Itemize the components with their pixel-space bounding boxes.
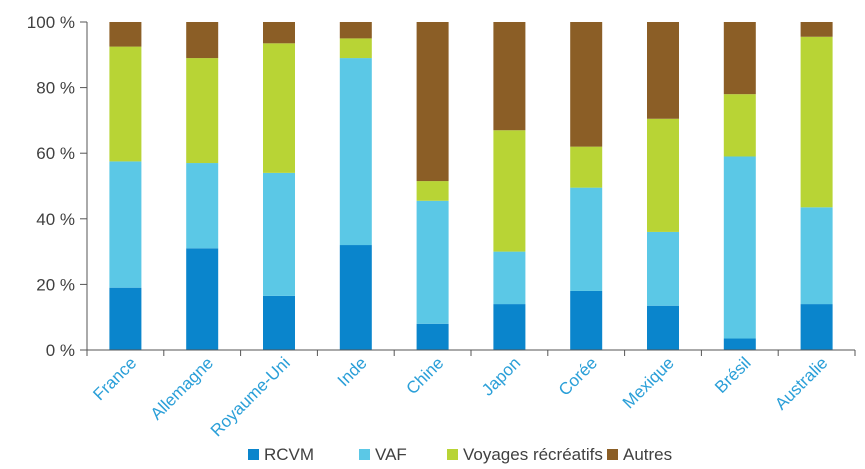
y-tick-label: 20 % xyxy=(36,275,75,294)
y-tick-label: 40 % xyxy=(36,210,75,229)
y-tick-label: 60 % xyxy=(36,144,75,163)
bar-segment-rcvm-0 xyxy=(109,287,142,350)
bar-segment-rcvm-7 xyxy=(647,305,679,350)
y-tick-label: 80 % xyxy=(36,79,75,98)
bar-segment-autres-0 xyxy=(109,22,142,47)
bar-segment-autres-1 xyxy=(186,22,219,59)
bar-segment-vaf-7 xyxy=(647,231,679,306)
bar-segment-vaf-8 xyxy=(723,156,756,339)
x-tick-label: Inde xyxy=(334,353,371,390)
bar-segment-voyages-r-cr-atifs-7 xyxy=(647,118,679,232)
x-tick-label: Japon xyxy=(478,353,524,399)
x-tick-label: France xyxy=(89,353,140,404)
bar-segment-rcvm-9 xyxy=(800,304,833,350)
x-tick-label: Mexique xyxy=(619,353,678,412)
x-tick-label: Royaume-Uni xyxy=(207,353,294,440)
y-tick-label: 100 % xyxy=(27,13,75,32)
bar-segment-rcvm-2 xyxy=(263,295,295,350)
legend-swatch xyxy=(447,449,458,460)
x-tick-label: Chine xyxy=(403,353,448,398)
legend-label: Voyages récréatifs xyxy=(463,445,603,464)
bar-segment-vaf-0 xyxy=(109,161,142,288)
x-tick-label: Corée xyxy=(555,353,601,399)
bar-segment-vaf-5 xyxy=(493,251,526,305)
legend-label: Autres xyxy=(623,445,672,464)
bars xyxy=(109,22,833,350)
bar-segment-vaf-9 xyxy=(800,207,833,305)
bar-segment-voyages-r-cr-atifs-3 xyxy=(339,38,372,59)
bar-segment-rcvm-3 xyxy=(339,245,372,350)
legend-label: VAF xyxy=(375,445,407,464)
bar-segment-voyages-r-cr-atifs-0 xyxy=(109,46,142,162)
x-tick-label: Allemagne xyxy=(147,353,217,423)
legend-swatch xyxy=(248,449,259,460)
bar-segment-autres-2 xyxy=(263,22,295,44)
bar-segment-rcvm-4 xyxy=(416,323,449,350)
bar-segment-voyages-r-cr-atifs-8 xyxy=(723,94,756,157)
bar-segment-autres-4 xyxy=(416,22,449,182)
x-tick-label: Australie xyxy=(771,353,831,413)
bar-segment-voyages-r-cr-atifs-2 xyxy=(263,43,295,173)
bar-segment-autres-9 xyxy=(800,22,833,37)
legend-swatch xyxy=(359,449,370,460)
bar-segment-autres-3 xyxy=(339,22,372,39)
bar-segment-vaf-2 xyxy=(263,172,295,296)
bar-segment-rcvm-8 xyxy=(723,338,756,350)
bar-segment-autres-6 xyxy=(570,22,603,147)
bar-segment-autres-7 xyxy=(647,22,679,119)
bar-segment-rcvm-1 xyxy=(186,248,219,350)
x-tick-label: Brésil xyxy=(711,353,754,396)
bar-segment-autres-8 xyxy=(723,22,756,95)
bar-segment-vaf-4 xyxy=(416,200,449,324)
legend-label: RCVM xyxy=(264,445,314,464)
bar-segment-vaf-3 xyxy=(339,58,372,246)
y-axis: 0 % 20 % 40 % 60 % 80 % 100 % xyxy=(27,13,88,360)
bar-segment-voyages-r-cr-atifs-5 xyxy=(493,130,526,252)
bar-segment-voyages-r-cr-atifs-6 xyxy=(570,146,603,188)
bar-segment-rcvm-5 xyxy=(493,304,526,350)
bar-segment-autres-5 xyxy=(493,22,526,131)
bar-segment-rcvm-6 xyxy=(570,290,603,350)
bar-segment-vaf-6 xyxy=(570,187,603,291)
legend: RCVM VAF Voyages récréatifs Autres xyxy=(248,445,672,464)
y-tick-label: 0 % xyxy=(46,341,75,360)
legend-swatch xyxy=(607,449,618,460)
bar-segment-voyages-r-cr-atifs-1 xyxy=(186,58,219,164)
bar-segment-vaf-1 xyxy=(186,163,219,249)
bar-segment-voyages-r-cr-atifs-4 xyxy=(416,181,449,201)
bar-segment-voyages-r-cr-atifs-9 xyxy=(800,36,833,208)
